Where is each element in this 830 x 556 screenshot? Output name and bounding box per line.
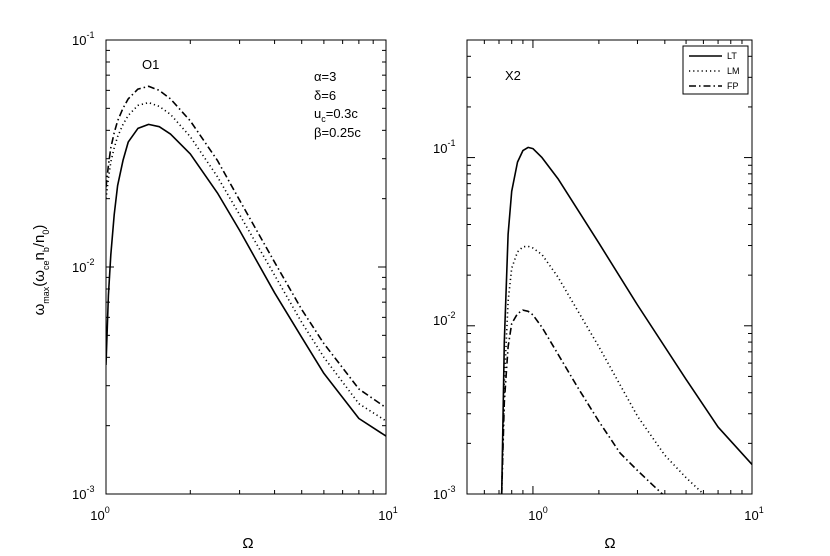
ticks-x2 bbox=[466, 39, 753, 495]
series-line-lm bbox=[500, 245, 704, 494]
annotation-beta: β=0.25c bbox=[314, 125, 361, 140]
x-tick-label: 101 bbox=[378, 505, 397, 523]
y-axis-label: ωmax(ωcenb/n0) bbox=[31, 225, 51, 316]
legend-label-lt: LT bbox=[727, 51, 737, 61]
x-tick-label: 101 bbox=[744, 505, 763, 523]
x-tick-label: 100 bbox=[528, 505, 547, 523]
legend: LT LM FP bbox=[682, 45, 749, 95]
panel-label-o1: O1 bbox=[142, 57, 159, 72]
y-tick-label: 10-2 bbox=[433, 310, 455, 328]
annotation-u: uc=0.3c bbox=[314, 106, 358, 124]
y-tick-label: 10-1 bbox=[433, 138, 455, 156]
y-tick-label: 10-1 bbox=[72, 30, 94, 48]
y-tick-label: 10-3 bbox=[433, 484, 455, 502]
y-tick-label: 10-2 bbox=[72, 257, 94, 275]
plot-area-x2 bbox=[500, 146, 752, 494]
annotation-delta: δ=6 bbox=[314, 88, 336, 103]
series-line-fp bbox=[500, 309, 663, 494]
panel-x2: 100 101 10-3 10-2 10-1 Ω X2 LT LM FP bbox=[433, 39, 764, 552]
x-axis-label: Ω bbox=[242, 535, 253, 552]
x-tick-label: 100 bbox=[90, 505, 109, 523]
legend-label-lm: LM bbox=[727, 66, 740, 76]
x-axis-label: Ω bbox=[604, 535, 615, 552]
panel-o1: 100 101 10-3 10-2 10-1 Ω ωmax(ωcenb/n0) … bbox=[31, 30, 398, 552]
panel-label-x2: X2 bbox=[505, 68, 521, 83]
legend-label-fp: FP bbox=[727, 81, 739, 91]
plot-area-o1 bbox=[106, 85, 386, 437]
annotation-alpha: α=3 bbox=[314, 69, 336, 84]
y-tick-label: 10-3 bbox=[72, 484, 94, 502]
series-line-dashdot bbox=[106, 85, 386, 409]
axes-frame-x2 bbox=[466, 39, 753, 495]
ticks-o1 bbox=[105, 39, 387, 495]
series-line-lt bbox=[500, 146, 752, 494]
series-line-solid bbox=[106, 123, 386, 437]
